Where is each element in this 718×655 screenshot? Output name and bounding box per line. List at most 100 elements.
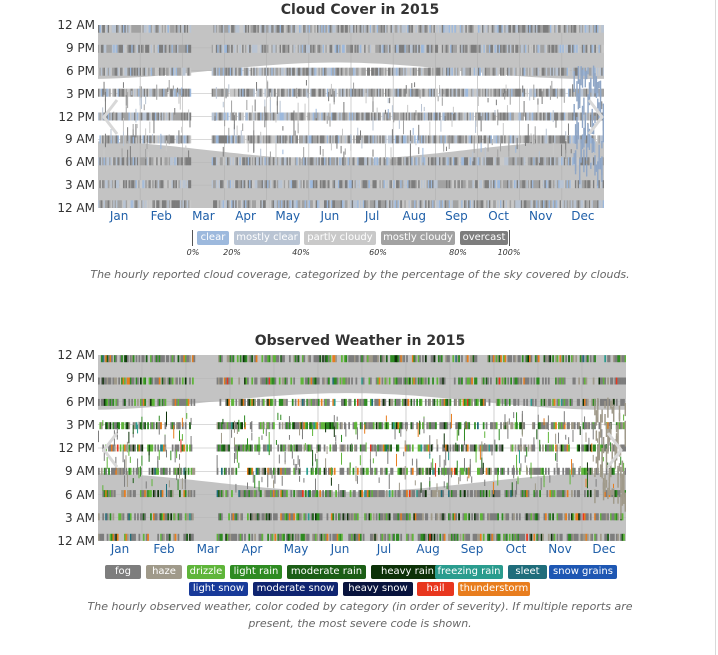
y-tick-label: 9 AM: [64, 132, 95, 147]
hour-cell: [544, 180, 547, 189]
hour-cell: [379, 157, 382, 166]
hour-cell: [536, 377, 539, 385]
hour-cell: [458, 200, 461, 208]
hour-cell: [597, 200, 599, 208]
hour-cell: [530, 444, 533, 452]
hour-cell: [285, 88, 287, 97]
hour-cell: [116, 422, 119, 430]
hour-cell: [193, 467, 196, 475]
hour-cell: [360, 112, 362, 121]
hour-cell: [343, 355, 346, 363]
hour-cell: [297, 44, 300, 53]
hour-cell: [177, 444, 180, 452]
hour-cell: [185, 112, 188, 121]
hour-cell: [251, 444, 254, 452]
hour-cell: [268, 422, 271, 430]
hour-cell: [251, 135, 254, 144]
hour-cell: [221, 44, 224, 53]
hour-cell: [547, 44, 549, 53]
hour-cell: [153, 44, 156, 53]
cloud-cover-next-arrow-icon[interactable]: [584, 97, 606, 137]
hour-cell: [427, 377, 430, 385]
hour-cell: [466, 88, 469, 97]
dec-cell: [590, 79, 592, 90]
hour-cell: [182, 180, 185, 189]
hour-cell: [534, 467, 537, 475]
hour-cell: [102, 444, 105, 452]
hour-cell: [121, 180, 124, 189]
hour-cell: [401, 112, 404, 121]
hour-cell: [222, 490, 225, 498]
report-tick: [484, 147, 486, 159]
hour-cell: [365, 200, 368, 208]
hour-cell: [219, 422, 222, 430]
hour-cell: [122, 200, 125, 208]
hour-cell: [382, 112, 384, 121]
hour-cell: [253, 44, 255, 53]
hour-cell: [314, 398, 317, 406]
hour-cell: [590, 67, 592, 76]
hour-cell: [387, 157, 390, 166]
hour-cell: [337, 88, 340, 97]
hour-cell: [279, 88, 282, 97]
hour-cell: [286, 88, 289, 97]
hour-cell: [389, 67, 391, 76]
hour-cell: [597, 112, 599, 121]
hour-cell: [534, 25, 537, 33]
hour-cell: [247, 467, 249, 475]
hour-cell: [290, 200, 293, 208]
hour-cell: [381, 422, 384, 430]
hour-cell: [579, 25, 581, 33]
hour-cell: [102, 490, 105, 498]
hour-cell: [536, 25, 538, 33]
hour-cell: [439, 377, 442, 385]
hour-cell: [594, 444, 596, 452]
hour-cell: [304, 180, 307, 189]
hour-cell: [556, 467, 559, 475]
hour-cell: [317, 377, 320, 385]
hour-cell: [157, 355, 160, 363]
hour-cell: [286, 490, 288, 498]
hour-cell: [296, 25, 298, 33]
hour-cell: [599, 377, 602, 385]
hour-cell: [99, 200, 102, 208]
hour-cell: [109, 398, 112, 406]
hour-cell: [362, 398, 365, 406]
hour-cell: [239, 444, 242, 452]
hour-cell: [393, 377, 395, 385]
hour-cell: [430, 135, 433, 144]
hour-cell: [497, 490, 499, 498]
hour-cell: [170, 377, 173, 385]
hour-cell: [325, 25, 328, 33]
hour-cell: [382, 490, 385, 498]
hour-cell: [98, 44, 100, 53]
hour-cell: [346, 88, 348, 97]
hour-cell: [332, 88, 334, 97]
cloud-cover-prev-arrow-icon[interactable]: [100, 97, 122, 137]
hour-cell: [549, 25, 552, 33]
hour-cell: [530, 25, 533, 33]
dec-cell: [598, 81, 600, 88]
hour-cell: [588, 200, 591, 208]
hour-cell: [332, 67, 334, 76]
report-tick: [429, 121, 431, 136]
hour-cell: [447, 88, 450, 97]
hour-cell: [352, 490, 355, 498]
report-tick: [390, 147, 392, 160]
hour-cell: [381, 444, 384, 452]
hour-cell: [231, 112, 233, 121]
report-tick: [361, 137, 363, 149]
hour-cell: [224, 112, 226, 121]
hour-cell: [413, 398, 416, 406]
hour-cell: [413, 377, 416, 385]
hour-cell: [218, 490, 220, 498]
hour-cell: [132, 180, 135, 189]
hour-cell: [103, 200, 106, 208]
report-tick: [127, 92, 129, 109]
hour-cell: [384, 88, 387, 97]
hour-cell: [128, 398, 131, 406]
hour-cell: [482, 157, 484, 166]
hour-cell: [244, 377, 246, 385]
hour-cell: [552, 180, 555, 189]
hour-cell: [404, 398, 407, 406]
